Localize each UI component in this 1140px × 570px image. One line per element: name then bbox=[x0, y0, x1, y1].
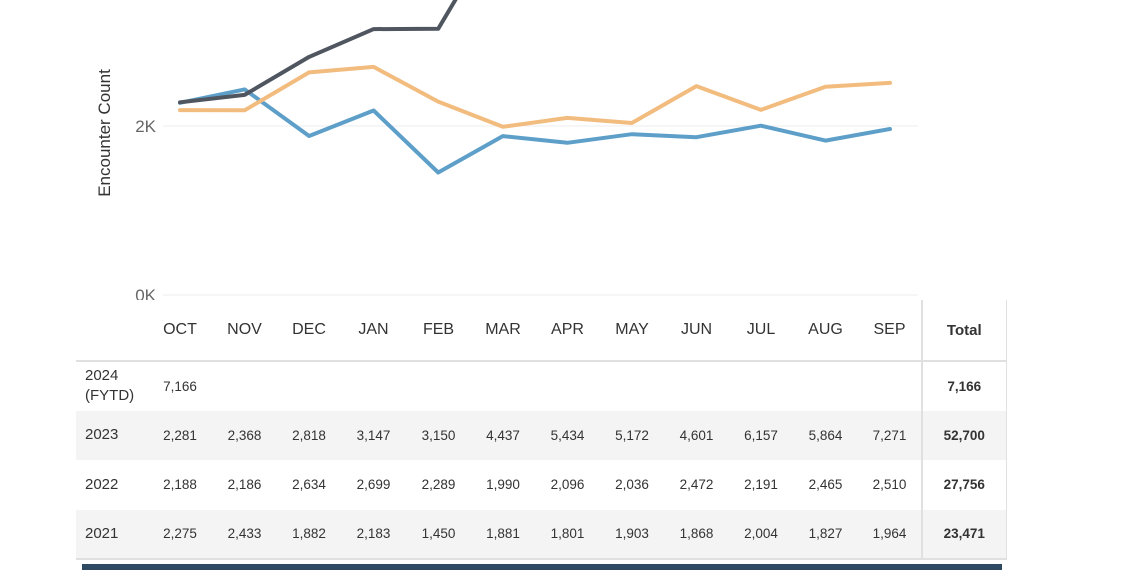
table-cell: 2,634 bbox=[292, 477, 326, 493]
table-row: 2022 2,188 2,186 2,634 2,699 2,289 1,990 2,096 2… bbox=[76, 460, 1007, 510]
table-cell: 2,281 bbox=[148, 410, 212, 460]
series-line-2022 bbox=[178, 64, 892, 129]
y-axis-title: Encounter Count bbox=[95, 69, 114, 197]
line-chart: 0K2K4K6K Encounter Count bbox=[95, 0, 918, 300]
row-total: 27,756 bbox=[921, 460, 1007, 510]
header-month: SEP bbox=[873, 321, 906, 338]
table-row: 2024 (FYTD) 7,166 7,166 bbox=[76, 360, 1007, 411]
header-month: NOV bbox=[227, 321, 262, 338]
header-month: MAR bbox=[485, 321, 521, 338]
table-cell bbox=[600, 360, 664, 411]
row-year: 2021 bbox=[76, 509, 148, 560]
table-cell: 1,881 bbox=[471, 509, 535, 560]
table-cell: 1,827 bbox=[793, 509, 858, 560]
header-month: APR bbox=[551, 321, 584, 338]
table-cell: 2,289 bbox=[421, 477, 456, 493]
row-total: 23,471 bbox=[921, 509, 1007, 560]
row-year-label: 2021 bbox=[85, 524, 119, 542]
table-cell: 4,601 bbox=[664, 410, 729, 460]
table-cell: 2,191 bbox=[744, 477, 778, 493]
series-line-2021 bbox=[178, 87, 892, 175]
table-cell: 1,990 bbox=[486, 477, 520, 493]
table-cell bbox=[212, 360, 277, 411]
header-month: JAN bbox=[358, 321, 389, 338]
grid-lines bbox=[163, 125, 918, 296]
row-year-label: 2024 bbox=[85, 367, 119, 385]
table-cell bbox=[471, 360, 535, 411]
table-cell: 1,964 bbox=[858, 509, 922, 560]
table-cell: 3,147 bbox=[341, 410, 406, 460]
table-row: 2021 2,275 2,433 1,882 2,183 1,450 1,881 1,801 1… bbox=[76, 509, 1007, 560]
table-cell: 2,699 bbox=[356, 477, 391, 493]
header-month: FEB bbox=[422, 321, 455, 338]
series-line-2023 bbox=[178, 0, 458, 105]
header-month: MAY bbox=[615, 321, 649, 338]
table-cell: 2,275 bbox=[148, 509, 212, 560]
table-cell: 5,434 bbox=[535, 410, 600, 460]
table-cell: 2,510 bbox=[872, 477, 907, 493]
y-tick-label: 0K bbox=[135, 286, 156, 300]
table-cell: 2,188 bbox=[163, 477, 197, 493]
table-cell: 2,433 bbox=[212, 509, 277, 560]
row-year-label: 2023 bbox=[85, 426, 119, 444]
table-cell bbox=[277, 360, 341, 411]
footer-bar bbox=[82, 564, 1002, 570]
row-year-label: 2022 bbox=[85, 475, 119, 493]
table-cell: 2,183 bbox=[341, 509, 406, 560]
table-cell bbox=[341, 360, 406, 411]
table-cell: 2,368 bbox=[212, 410, 277, 460]
header-total: Total bbox=[921, 300, 1007, 361]
row-year: 2022 bbox=[76, 460, 148, 510]
table-cell bbox=[535, 360, 600, 411]
header-month: JUL bbox=[746, 321, 776, 338]
table-cell: 4,437 bbox=[471, 410, 535, 460]
row-total: 52,700 bbox=[921, 410, 1007, 460]
row-year: 2023 bbox=[76, 410, 148, 460]
table-cell: 7,271 bbox=[858, 410, 922, 460]
table-cell: 7,166 bbox=[148, 360, 212, 411]
table-cell: 3,150 bbox=[406, 410, 471, 460]
table-cell bbox=[858, 360, 922, 411]
header-month: AUG bbox=[808, 321, 843, 338]
header-month: JUN bbox=[680, 321, 713, 338]
y-tick-label: 2K bbox=[135, 117, 156, 136]
table-cell: 2,004 bbox=[729, 509, 793, 560]
table-cell bbox=[793, 360, 858, 411]
table-cell: 2,465 bbox=[808, 477, 843, 493]
y-axis-ticks: 0K2K4K6K bbox=[135, 117, 156, 300]
header-month: OCT bbox=[163, 321, 197, 338]
header-year bbox=[76, 300, 148, 361]
table-cell: 1,868 bbox=[664, 509, 729, 560]
table-cell bbox=[729, 360, 793, 411]
table-header-row: OCT NOV DEC JAN FEB MAR APR MAY JUN JUL … bbox=[76, 300, 1007, 361]
table-cell bbox=[406, 360, 471, 411]
data-table: OCT NOV DEC JAN FEB MAR APR MAY JUN JUL … bbox=[76, 300, 1007, 560]
table-row: 2023 2,281 2,368 2,818 3,147 3,150 4,437 5,434 5… bbox=[76, 410, 1007, 460]
table-cell: 2,186 bbox=[227, 477, 262, 493]
series-lines bbox=[178, 0, 892, 175]
table-cell: 1,801 bbox=[535, 509, 600, 560]
table-cell: 5,864 bbox=[793, 410, 858, 460]
row-year: 2024 (FYTD) bbox=[76, 360, 148, 411]
table-cell: 2,036 bbox=[615, 477, 649, 493]
table-cell: 6,157 bbox=[729, 410, 793, 460]
table-cell: 2,096 bbox=[550, 477, 585, 493]
table-cell: 2,818 bbox=[277, 410, 341, 460]
row-year-sublabel: (FYTD) bbox=[85, 387, 135, 405]
table-cell: 5,172 bbox=[600, 410, 664, 460]
table-cell: 2,472 bbox=[679, 477, 714, 493]
table-cell: 1,882 bbox=[277, 509, 341, 560]
header-month: DEC bbox=[292, 321, 326, 338]
table-cell: 1,903 bbox=[600, 509, 664, 560]
table-cell bbox=[664, 360, 729, 411]
row-total: 7,166 bbox=[921, 360, 1007, 411]
table-cell: 1,450 bbox=[406, 509, 471, 560]
